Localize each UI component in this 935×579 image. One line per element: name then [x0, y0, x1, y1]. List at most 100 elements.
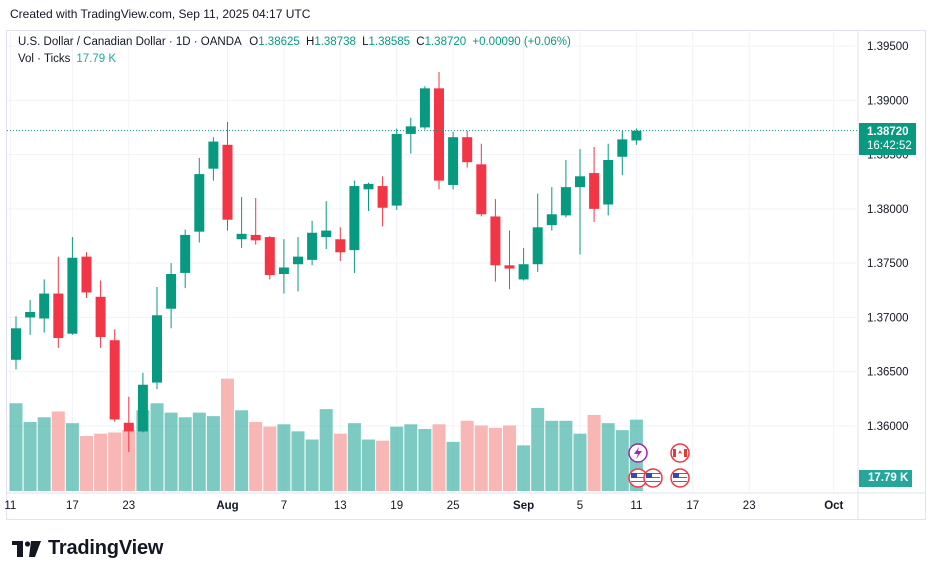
volume-bar — [433, 424, 446, 491]
volume-bar — [517, 445, 530, 491]
price-candles — [11, 72, 641, 452]
volume-bar — [545, 421, 558, 491]
volume-bar — [207, 416, 220, 491]
volume-bar — [461, 421, 474, 491]
price-tick-label: 1.36000 — [867, 421, 909, 433]
candle-body — [335, 239, 345, 252]
volume-bar — [10, 403, 23, 491]
volume-bar — [193, 413, 206, 491]
volume-label[interactable]: Vol · Ticks — [18, 53, 70, 65]
volume-bar — [418, 429, 431, 491]
candle-body — [561, 187, 571, 215]
tradingview-logo[interactable]: TradingView — [12, 537, 163, 560]
candle-body — [53, 294, 63, 339]
flag-stripe — [673, 481, 687, 482]
candle-body — [67, 258, 77, 334]
change-value: +0.00090 (+0.06%) — [472, 36, 570, 48]
volume-bar — [616, 430, 629, 491]
volume-bar — [376, 441, 389, 491]
candle-body — [434, 88, 444, 180]
candle-body — [265, 237, 275, 275]
time-axis: 111723Aug7131925Sep5111723Oct — [4, 500, 843, 512]
flag-stripe — [673, 479, 687, 480]
volume-bar — [24, 422, 37, 491]
high-value: 1.38738 — [314, 36, 356, 48]
close-label: C — [416, 36, 424, 48]
time-tick-label: Sep — [513, 500, 534, 512]
flag-stripe — [646, 481, 660, 482]
candle-body — [617, 139, 627, 156]
time-tick-label: Aug — [216, 500, 238, 512]
time-tick-label: Oct — [824, 500, 843, 512]
grid-lines — [7, 31, 857, 492]
volume-bar — [235, 410, 248, 491]
candle-body — [378, 186, 388, 208]
volume-bar — [348, 423, 361, 491]
volume-value: 17.79 K — [76, 53, 116, 65]
volume-bar — [277, 424, 290, 491]
ca-event-icon[interactable] — [671, 444, 689, 462]
volume-bar — [52, 411, 65, 491]
time-tick-label: 7 — [281, 500, 287, 512]
volume-bar — [221, 379, 234, 491]
candle-body — [364, 184, 374, 189]
dividend-event-icon[interactable] — [629, 444, 647, 462]
candle-body — [349, 186, 359, 250]
price-axis: 1.395001.390001.385001.380001.375001.370… — [867, 41, 909, 433]
flag-bar — [684, 449, 687, 457]
price-tick-label: 1.37000 — [867, 312, 909, 324]
price-tick-label: 1.37500 — [867, 258, 909, 270]
candle-body — [279, 267, 289, 274]
volume-bar — [503, 425, 516, 491]
time-tick-label: 13 — [334, 500, 347, 512]
candle-body — [406, 126, 416, 134]
volume-bar — [94, 434, 107, 491]
candle-body — [603, 160, 613, 205]
volume-bar — [588, 415, 601, 491]
time-tick-label: 23 — [743, 500, 756, 512]
candle-body — [307, 233, 317, 260]
candle-body — [547, 214, 557, 225]
volume-bar — [390, 427, 403, 491]
volume-bar — [306, 440, 319, 491]
volume-bar — [334, 434, 347, 491]
chart-legend: U.S. Dollar / Canadian Dollar · 1D · OAN… — [18, 36, 571, 48]
volume-bar — [559, 421, 572, 491]
candle-body — [152, 315, 162, 382]
time-tick-label: 11 — [4, 500, 16, 512]
last-price-value: 1.38720 — [867, 125, 916, 139]
volume-legend: Vol · Ticks 17.79 K — [18, 53, 116, 65]
volume-bar — [447, 442, 460, 491]
candle-body — [490, 216, 500, 265]
candle-body — [166, 274, 176, 309]
symbol-title[interactable]: U.S. Dollar / Canadian Dollar · 1D · OAN… — [18, 36, 241, 48]
candle-body — [392, 134, 402, 206]
candle-body — [476, 164, 486, 214]
flag-stripe — [631, 481, 645, 482]
flag-bar — [673, 449, 676, 457]
volume-badge: 17.79 K — [859, 470, 912, 487]
volume-bar — [151, 403, 164, 491]
volume-bar — [80, 436, 93, 491]
candle-body — [11, 328, 21, 359]
flag-canton — [631, 473, 637, 478]
candle-body — [82, 257, 92, 293]
time-tick-label: 11 — [630, 500, 642, 512]
volume-bar — [362, 440, 375, 491]
candle-body — [533, 227, 543, 264]
candle-body — [237, 234, 247, 239]
candle-body — [631, 131, 641, 141]
volume-bar — [320, 409, 333, 491]
price-tick-label: 1.39000 — [867, 95, 909, 107]
candle-body — [321, 231, 331, 238]
price-tick-label: 1.39500 — [867, 41, 909, 53]
us-event-icon-2[interactable] — [644, 469, 662, 487]
low-value: 1.38585 — [369, 36, 411, 48]
candle-body — [96, 297, 106, 337]
open-label: O — [249, 36, 258, 48]
volume-bar — [108, 433, 121, 492]
us-event-icon-3[interactable] — [671, 469, 689, 487]
volume-bar — [602, 423, 615, 491]
time-tick-label: 19 — [390, 500, 403, 512]
